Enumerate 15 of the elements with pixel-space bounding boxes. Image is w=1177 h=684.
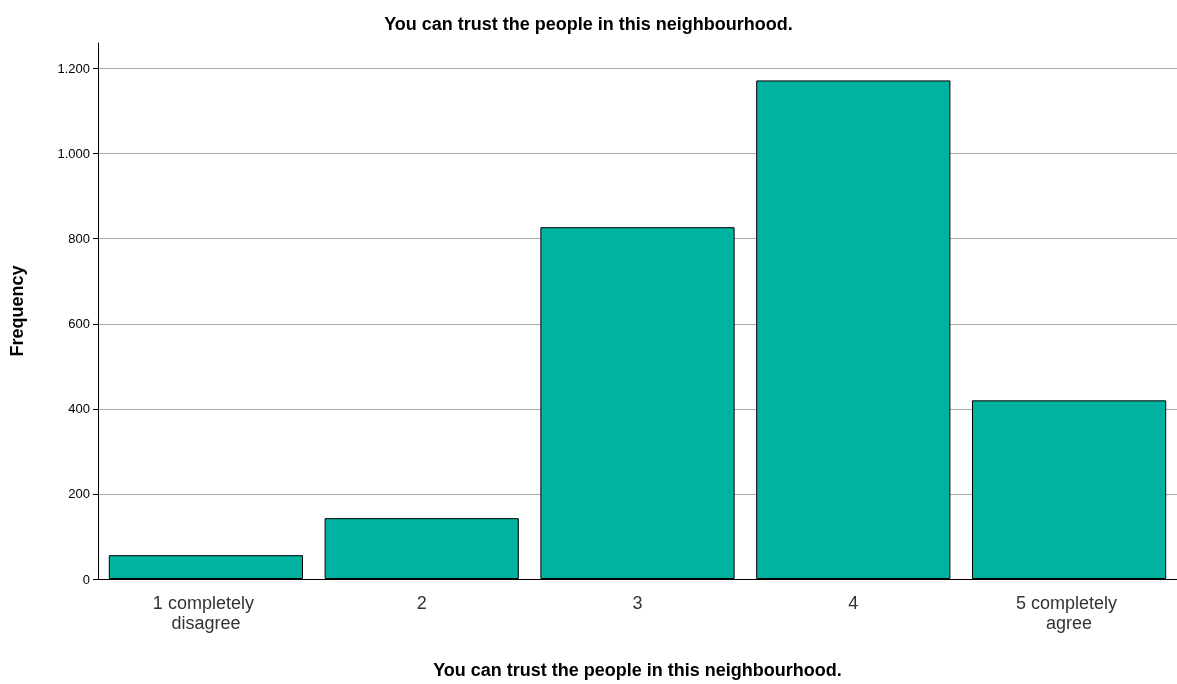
x-axis-title: You can trust the people in this neighbourhood. xyxy=(433,660,842,680)
y-tick-label: 400 xyxy=(68,401,90,417)
chart-title: You can trust the people in this neighbourhood. xyxy=(384,14,793,34)
y-tick-label: 1.200 xyxy=(57,61,90,77)
x-tick-label: 4 xyxy=(848,593,859,613)
x-tick-label: 5 completely agree xyxy=(1016,593,1123,633)
y-tick-label: 1.000 xyxy=(57,146,90,162)
x-tick-label: 3 xyxy=(632,593,643,613)
y-tick-label: 800 xyxy=(68,231,90,247)
x-tick-label: 1 completely disagree xyxy=(152,593,259,633)
y-axis-title: Frequency xyxy=(7,265,27,357)
y-tick-label: 0 xyxy=(82,571,90,587)
y-tick-label: 200 xyxy=(68,486,90,502)
y-tick-label: 600 xyxy=(68,316,90,332)
x-tick-label: 2 xyxy=(416,593,427,613)
